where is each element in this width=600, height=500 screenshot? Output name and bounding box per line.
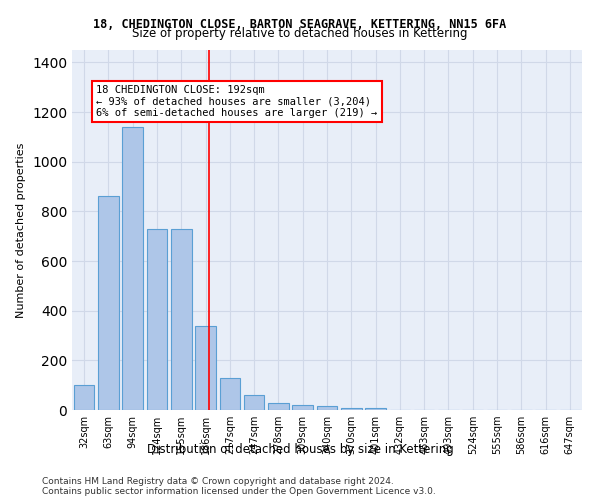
Y-axis label: Number of detached properties: Number of detached properties — [16, 142, 26, 318]
Bar — [171, 229, 191, 410]
Text: Distribution of detached houses by size in Kettering: Distribution of detached houses by size … — [146, 442, 454, 456]
Text: Contains public sector information licensed under the Open Government Licence v3: Contains public sector information licen… — [42, 488, 436, 496]
Bar — [220, 378, 240, 410]
Bar — [146, 229, 167, 410]
Bar — [98, 196, 119, 410]
Text: 18, CHEDINGTON CLOSE, BARTON SEAGRAVE, KETTERING, NN15 6FA: 18, CHEDINGTON CLOSE, BARTON SEAGRAVE, K… — [94, 18, 506, 30]
Bar — [365, 408, 386, 410]
Text: 18 CHEDINGTON CLOSE: 192sqm
← 93% of detached houses are smaller (3,204)
6% of s: 18 CHEDINGTON CLOSE: 192sqm ← 93% of det… — [96, 85, 377, 118]
Bar — [317, 406, 337, 410]
Bar — [341, 408, 362, 410]
Bar — [195, 326, 216, 410]
Bar — [74, 385, 94, 410]
Bar — [268, 402, 289, 410]
Bar — [122, 127, 143, 410]
Bar — [244, 395, 265, 410]
Bar — [292, 405, 313, 410]
Text: Contains HM Land Registry data © Crown copyright and database right 2024.: Contains HM Land Registry data © Crown c… — [42, 478, 394, 486]
Text: Size of property relative to detached houses in Kettering: Size of property relative to detached ho… — [132, 28, 468, 40]
